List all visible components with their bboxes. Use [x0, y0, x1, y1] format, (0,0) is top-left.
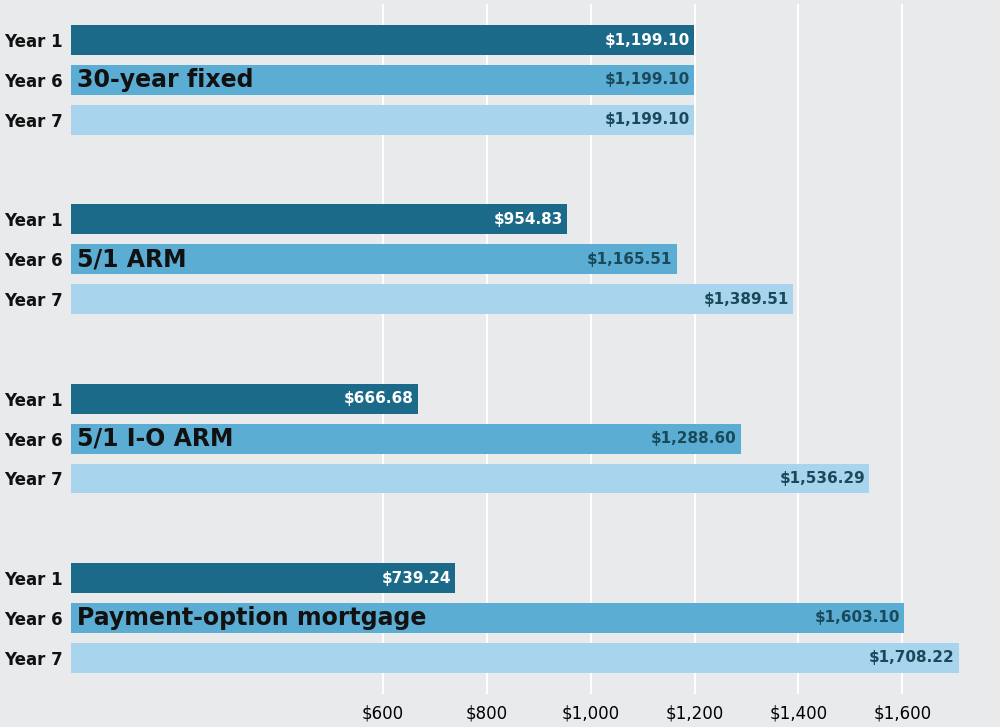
Bar — [71, 204, 567, 234]
Bar — [71, 643, 959, 672]
Text: $1,199.10: $1,199.10 — [605, 33, 690, 47]
Text: $1,536.29: $1,536.29 — [779, 471, 865, 486]
Text: $1,389.51: $1,389.51 — [703, 292, 789, 307]
Bar — [71, 65, 694, 95]
Bar — [71, 244, 677, 274]
Bar — [71, 603, 904, 633]
Text: $1,199.10: $1,199.10 — [605, 112, 690, 127]
Bar — [71, 384, 418, 414]
Text: $1,708.22: $1,708.22 — [869, 651, 954, 665]
Text: $1,603.10: $1,603.10 — [814, 611, 900, 625]
Bar — [71, 462, 996, 595]
Bar — [71, 103, 996, 236]
Text: 5/1 I-O ARM: 5/1 I-O ARM — [77, 427, 234, 451]
Text: 30-year fixed: 30-year fixed — [77, 68, 254, 92]
Text: $954.83: $954.83 — [494, 212, 563, 227]
Bar — [71, 25, 694, 55]
Bar — [71, 105, 694, 134]
Text: $739.24: $739.24 — [382, 571, 451, 586]
Text: 5/1 ARM: 5/1 ARM — [77, 247, 187, 271]
Bar — [71, 464, 869, 494]
Text: $1,288.60: $1,288.60 — [651, 431, 736, 446]
Text: $1,165.51: $1,165.51 — [587, 252, 672, 267]
Bar — [71, 424, 741, 454]
Bar — [71, 563, 455, 593]
Text: Payment-option mortgage: Payment-option mortgage — [77, 606, 427, 630]
Text: $666.68: $666.68 — [344, 391, 413, 406]
Bar — [71, 284, 793, 314]
Text: $1,199.10: $1,199.10 — [605, 73, 690, 87]
Bar — [71, 282, 996, 416]
